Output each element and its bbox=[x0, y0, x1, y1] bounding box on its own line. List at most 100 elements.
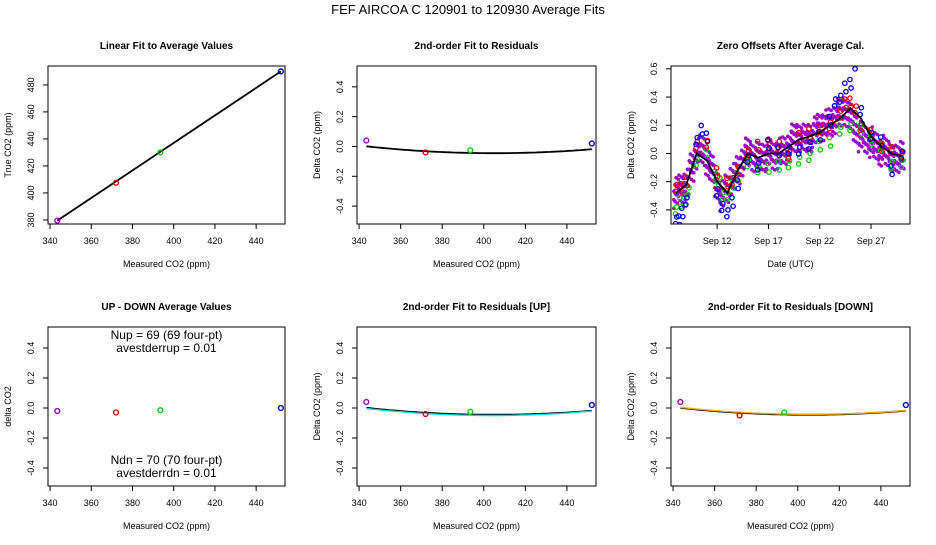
data-point-green bbox=[157, 149, 164, 156]
data-point-red bbox=[853, 103, 860, 109]
plot-area bbox=[363, 398, 595, 418]
data-point-red bbox=[889, 143, 895, 150]
data-point-blue bbox=[714, 186, 721, 192]
data-point-purple bbox=[748, 139, 752, 144]
data-point-blue bbox=[682, 201, 689, 208]
data-point-green bbox=[898, 164, 905, 171]
x-tick-label: 380 bbox=[125, 236, 140, 246]
x-tick-label: Sep 27 bbox=[857, 236, 886, 246]
x-tick-label: 400 bbox=[790, 498, 805, 508]
data-point-purple bbox=[829, 108, 833, 113]
data-point-purple bbox=[691, 170, 696, 175]
data-point-blue bbox=[277, 68, 284, 75]
data-point-blue bbox=[734, 177, 740, 183]
y-tick-label: 0.2 bbox=[649, 372, 659, 385]
data-point-green bbox=[775, 158, 781, 165]
data-point-red bbox=[678, 189, 685, 195]
data-point-purple bbox=[54, 407, 61, 415]
data-point-purple bbox=[799, 134, 804, 139]
data-point-blue bbox=[796, 144, 803, 151]
data-point-red bbox=[806, 126, 812, 132]
data-point-purple bbox=[886, 156, 891, 161]
plot-area bbox=[54, 68, 284, 224]
x-tick-label: 400 bbox=[476, 236, 491, 246]
x-tick-label: 340 bbox=[352, 498, 367, 508]
y-axis-label: Delta CO2 (ppm) bbox=[626, 111, 636, 179]
data-point-green bbox=[888, 165, 894, 171]
data-point-red bbox=[754, 138, 761, 145]
y-tick-label: 0.0 bbox=[649, 402, 659, 415]
chart-title: Linear Fit to Average Values bbox=[100, 41, 234, 52]
x-tick-label: 420 bbox=[832, 498, 847, 508]
fit-curve-orange bbox=[680, 406, 906, 415]
data-point-purple bbox=[768, 155, 773, 159]
data-point-blue bbox=[725, 207, 731, 213]
x-tick-label: 380 bbox=[125, 498, 140, 508]
data-point-purple bbox=[784, 162, 788, 166]
data-point-blue bbox=[755, 160, 762, 166]
data-point-purple bbox=[742, 167, 746, 171]
chart-title: 2nd-order Fit to Residuals [UP] bbox=[403, 302, 550, 313]
data-point-blue bbox=[588, 401, 595, 409]
y-tick-label: -0.4 bbox=[335, 198, 345, 214]
data-point-blue bbox=[836, 99, 843, 105]
data-point-blue bbox=[277, 404, 284, 412]
mean-line bbox=[675, 107, 903, 195]
data-point-green bbox=[781, 409, 788, 416]
data-point-green bbox=[730, 185, 736, 191]
data-point-red bbox=[817, 122, 824, 129]
y-axis-label: True CO2 (ppm) bbox=[3, 112, 13, 177]
data-point-blue bbox=[899, 148, 906, 155]
data-point-green bbox=[467, 408, 474, 415]
data-point-blue bbox=[775, 144, 781, 151]
y-tick-label: -0.2 bbox=[649, 430, 659, 446]
data-point-blue bbox=[795, 151, 802, 157]
data-point-purple bbox=[701, 160, 705, 165]
data-point-blue bbox=[729, 194, 735, 201]
data-point-red bbox=[693, 145, 699, 151]
data-point-purple bbox=[675, 201, 680, 205]
y-tick-label: 480 bbox=[26, 77, 36, 92]
data-point-purple bbox=[690, 153, 695, 158]
data-point-purple bbox=[772, 168, 777, 172]
data-point-red bbox=[713, 165, 720, 171]
data-point-purple bbox=[677, 398, 684, 406]
data-point-purple bbox=[875, 132, 880, 137]
data-point-purple bbox=[54, 217, 61, 224]
data-point-red bbox=[736, 412, 743, 419]
plot-frame bbox=[356, 326, 597, 487]
data-point-purple bbox=[886, 139, 891, 144]
y-tick-label: 400 bbox=[26, 185, 36, 200]
x-tick-label: 340 bbox=[666, 498, 681, 508]
y-tick-label: 0.4 bbox=[335, 342, 345, 355]
y-tick-label: 0.4 bbox=[649, 342, 659, 355]
y-tick-label: 0.0 bbox=[649, 147, 659, 160]
data-point-red bbox=[836, 115, 843, 121]
data-point-blue bbox=[676, 221, 683, 224]
x-tick-label: 420 bbox=[207, 498, 222, 508]
data-point-purple bbox=[706, 173, 710, 178]
x-tick-label: 400 bbox=[476, 498, 491, 508]
data-point-red bbox=[677, 180, 684, 187]
data-point-purple bbox=[854, 116, 859, 120]
data-point-purple bbox=[897, 170, 901, 175]
data-point-blue bbox=[817, 137, 824, 143]
data-point-blue bbox=[832, 96, 839, 102]
data-point-red bbox=[755, 146, 762, 153]
chart-title: UP - DOWN Average Values bbox=[101, 302, 232, 313]
y-tick-label: 0.0 bbox=[26, 402, 36, 415]
data-point-green bbox=[785, 164, 792, 171]
chart-title: 2nd-order Fit to Residuals [DOWN] bbox=[708, 302, 873, 313]
data-point-red bbox=[878, 148, 885, 155]
x-tick-label: Sep 12 bbox=[703, 236, 732, 246]
data-point-blue bbox=[724, 213, 730, 220]
data-point-blue bbox=[877, 134, 884, 140]
plot-area bbox=[677, 398, 909, 419]
y-axis-label: Delta CO2 (ppm) bbox=[312, 111, 322, 179]
x-tick-label: Sep 22 bbox=[805, 236, 834, 246]
x-axis-label: Measured CO2 (ppm) bbox=[433, 259, 520, 269]
chart-panel-2: 2nd-order Fit to Residuals Measured CO2 (… bbox=[312, 41, 597, 269]
avestderrup-annotation: avestderrup = 0.01 bbox=[116, 341, 217, 355]
data-point-blue bbox=[693, 141, 699, 148]
